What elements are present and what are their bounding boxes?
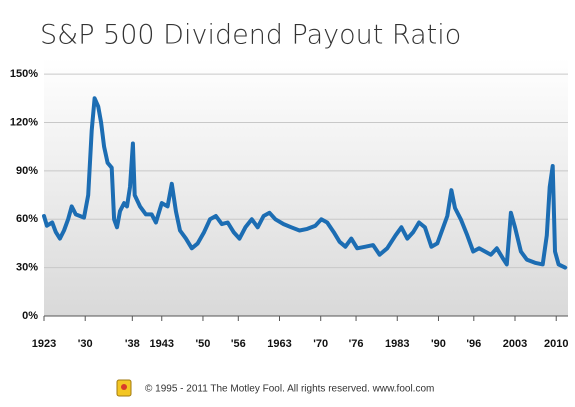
x-tick-label: '38	[125, 338, 140, 350]
y-tick-label: 30%	[16, 262, 38, 274]
x-tick-label: '30	[78, 338, 93, 350]
y-tick-label: 60%	[16, 213, 38, 225]
x-tick-label: '96	[466, 338, 481, 350]
x-tick-label: '56	[231, 338, 246, 350]
y-tick-label: 150%	[10, 68, 38, 80]
x-tick-label: 1963	[267, 338, 291, 350]
x-tick-label: 1923	[32, 338, 56, 350]
chart: S&P 500 Dividend Payout Ratio © 1995 - 2…	[0, 0, 575, 407]
x-tick-label: 1983	[385, 338, 409, 350]
y-tick-label: 120%	[10, 116, 38, 128]
x-tick-label: 2010	[544, 338, 568, 350]
plot-area	[44, 58, 568, 316]
footer: © 1995 - 2011 The Motley Fool. All right…	[145, 384, 434, 395]
chart-title: S&P 500 Dividend Payout Ratio	[40, 20, 461, 51]
x-tick-label: '70	[313, 338, 328, 350]
y-tick-label: 0%	[22, 310, 38, 322]
x-tick-label: '76	[349, 338, 364, 350]
y-tick-label: 90%	[16, 165, 38, 177]
footer-icon	[117, 380, 131, 396]
x-tick-label: 2003	[503, 338, 527, 350]
x-tick-label: '50	[196, 338, 211, 350]
x-tick-label: 1943	[150, 338, 174, 350]
x-tick-label: '90	[431, 338, 446, 350]
